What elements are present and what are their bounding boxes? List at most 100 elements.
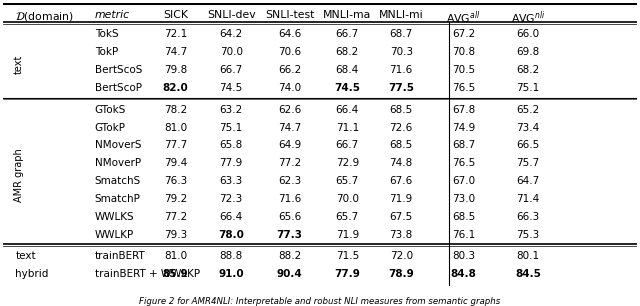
Text: 79.2: 79.2	[164, 194, 187, 204]
Text: 64.2: 64.2	[220, 29, 243, 39]
Text: 71.9: 71.9	[335, 230, 359, 240]
Text: 80.1: 80.1	[516, 251, 540, 261]
Text: 74.7: 74.7	[278, 123, 301, 132]
Text: 91.0: 91.0	[218, 269, 244, 279]
Text: 78.0: 78.0	[218, 230, 244, 240]
Text: 68.4: 68.4	[335, 65, 359, 75]
Text: 77.7: 77.7	[164, 140, 187, 151]
Text: SmatchP: SmatchP	[95, 194, 141, 204]
Text: 66.7: 66.7	[335, 29, 359, 39]
Text: trainBERT: trainBERT	[95, 251, 145, 261]
Text: NMoverS: NMoverS	[95, 140, 141, 151]
Text: trainBERT + WWLKP: trainBERT + WWLKP	[95, 269, 200, 279]
Text: 80.3: 80.3	[452, 251, 475, 261]
Text: SICK: SICK	[163, 9, 188, 20]
Text: 75.7: 75.7	[516, 159, 540, 168]
Text: SNLI-test: SNLI-test	[265, 9, 314, 20]
Text: 72.1: 72.1	[164, 29, 187, 39]
Text: Figure 2 for AMR4NLI: Interpretable and robust NLI measures from semantic graphs: Figure 2 for AMR4NLI: Interpretable and …	[140, 297, 500, 306]
Text: 66.7: 66.7	[335, 140, 359, 151]
Text: 82.0: 82.0	[163, 83, 188, 93]
Text: 68.7: 68.7	[390, 29, 413, 39]
Text: 73.8: 73.8	[390, 230, 413, 240]
Text: 65.2: 65.2	[516, 105, 540, 115]
Text: text: text	[13, 54, 24, 73]
Text: 79.8: 79.8	[164, 65, 187, 75]
Text: metric: metric	[95, 9, 130, 20]
Text: 74.5: 74.5	[334, 83, 360, 93]
Text: GTokS: GTokS	[95, 105, 126, 115]
Text: 66.7: 66.7	[220, 65, 243, 75]
Text: BertScoP: BertScoP	[95, 83, 142, 93]
Text: 84.5: 84.5	[515, 269, 541, 279]
Text: 77.3: 77.3	[276, 230, 303, 240]
Text: 68.5: 68.5	[452, 212, 475, 222]
Text: 65.7: 65.7	[335, 212, 359, 222]
Text: 71.6: 71.6	[390, 65, 413, 75]
Text: 74.5: 74.5	[220, 83, 243, 93]
Text: 63.2: 63.2	[220, 105, 243, 115]
Text: 77.9: 77.9	[334, 269, 360, 279]
Text: GTokP: GTokP	[95, 123, 126, 132]
Text: 85.9: 85.9	[163, 269, 188, 279]
Text: 70.0: 70.0	[220, 47, 243, 57]
Text: 78.9: 78.9	[388, 269, 414, 279]
Text: 72.0: 72.0	[390, 251, 413, 261]
Text: 67.6: 67.6	[390, 176, 413, 186]
Text: 67.0: 67.0	[452, 176, 475, 186]
Text: 77.2: 77.2	[278, 159, 301, 168]
Text: 88.8: 88.8	[220, 251, 243, 261]
Text: hybrid: hybrid	[15, 269, 49, 279]
Text: NMoverP: NMoverP	[95, 159, 141, 168]
Text: 66.3: 66.3	[516, 212, 540, 222]
Text: TokS: TokS	[95, 29, 118, 39]
Text: 78.2: 78.2	[164, 105, 187, 115]
Text: 72.9: 72.9	[335, 159, 359, 168]
Text: 74.9: 74.9	[452, 123, 475, 132]
Text: 75.3: 75.3	[516, 230, 540, 240]
Text: 70.3: 70.3	[390, 47, 413, 57]
Text: 70.0: 70.0	[336, 194, 359, 204]
Text: 74.8: 74.8	[390, 159, 413, 168]
Text: AVG$^{all}$: AVG$^{all}$	[446, 9, 481, 26]
Text: 65.6: 65.6	[278, 212, 301, 222]
Text: 76.1: 76.1	[452, 230, 475, 240]
Text: 68.5: 68.5	[390, 140, 413, 151]
Text: 68.5: 68.5	[390, 105, 413, 115]
Text: 84.8: 84.8	[451, 269, 476, 279]
Text: 79.4: 79.4	[164, 159, 187, 168]
Text: 66.0: 66.0	[516, 29, 540, 39]
Text: 88.2: 88.2	[278, 251, 301, 261]
Text: 69.8: 69.8	[516, 47, 540, 57]
Text: 77.5: 77.5	[388, 83, 414, 93]
Text: 70.6: 70.6	[278, 47, 301, 57]
Text: 62.6: 62.6	[278, 105, 301, 115]
Text: WWLKP: WWLKP	[95, 230, 134, 240]
Text: 71.6: 71.6	[278, 194, 301, 204]
Text: 72.6: 72.6	[390, 123, 413, 132]
Text: 71.5: 71.5	[335, 251, 359, 261]
Text: 68.2: 68.2	[335, 47, 359, 57]
Text: 65.8: 65.8	[220, 140, 243, 151]
Text: 71.4: 71.4	[516, 194, 540, 204]
Text: 62.3: 62.3	[278, 176, 301, 186]
Text: 68.7: 68.7	[452, 140, 475, 151]
Text: 73.4: 73.4	[516, 123, 540, 132]
Text: 64.7: 64.7	[516, 176, 540, 186]
Text: 63.3: 63.3	[220, 176, 243, 186]
Text: 79.3: 79.3	[164, 230, 187, 240]
Text: WWLKS: WWLKS	[95, 212, 134, 222]
Text: 81.0: 81.0	[164, 123, 187, 132]
Text: 71.1: 71.1	[335, 123, 359, 132]
Text: 70.5: 70.5	[452, 65, 475, 75]
Text: AVG$^{nli}$: AVG$^{nli}$	[511, 9, 545, 26]
Text: 66.4: 66.4	[335, 105, 359, 115]
Text: text: text	[15, 251, 36, 261]
Text: 74.0: 74.0	[278, 83, 301, 93]
Text: 71.9: 71.9	[390, 194, 413, 204]
Text: 64.9: 64.9	[278, 140, 301, 151]
Text: 66.4: 66.4	[220, 212, 243, 222]
Text: 67.8: 67.8	[452, 105, 475, 115]
Text: $\mathcal{D}$(domain): $\mathcal{D}$(domain)	[15, 9, 74, 23]
Text: MNLI-mi: MNLI-mi	[379, 9, 424, 20]
